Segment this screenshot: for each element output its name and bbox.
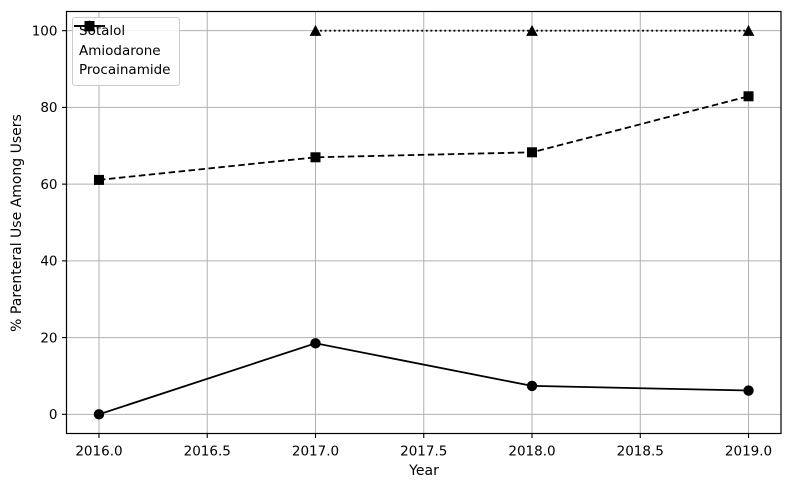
marker-amiodarone [310, 152, 321, 163]
marker-sotalol [93, 409, 105, 420]
x-tick-label: 2018.5 [617, 444, 664, 460]
series-line-amiodarone [98, 95, 749, 181]
x-tick-label: 2017.0 [292, 444, 339, 460]
marker-procainamide [742, 24, 755, 36]
y-tick-label: 40 [40, 254, 57, 270]
marker-amiodarone [527, 147, 538, 158]
x-tick-label: 2017.5 [400, 444, 447, 460]
y-tick-label: 100 [32, 23, 58, 39]
x-tick-label: 2018.0 [508, 444, 555, 460]
x-tick-label: 2016.5 [184, 444, 231, 460]
legend: Sotalol Amiodarone Procainamide [72, 17, 181, 86]
marker-sotalol [743, 385, 754, 396]
legend-sample-marker-procainamide [83, 20, 96, 32]
marker-amiodarone [93, 174, 104, 185]
legend-item-amiodarone: Amiodarone [74, 21, 170, 62]
y-tick-label: 20 [40, 330, 57, 346]
marker-amiodarone [743, 91, 754, 102]
y-tick-label: 0 [49, 407, 58, 423]
marker-sotalol [310, 338, 321, 349]
x-tick-label: 2019.0 [725, 444, 772, 460]
y-tick-label: 60 [40, 177, 57, 193]
y-tick-label: 80 [40, 100, 57, 116]
x-axis-label: Year [409, 463, 439, 479]
x-tick-label: 2016.0 [75, 444, 122, 460]
legend-dotted-line-triangle-icon [74, 20, 105, 32]
marker-procainamide [526, 24, 538, 36]
marker-procainamide [309, 24, 322, 36]
series-line-sotalol [98, 342, 749, 416]
legend-label: Amiodarone [79, 42, 161, 59]
legend-label: Procainamide [79, 62, 171, 78]
y-axis-label: % Parenteral Use Among Users [9, 114, 25, 332]
marker-sotalol [526, 380, 538, 392]
plot-frame [65, 10, 782, 435]
legend-item-procainamide: Procainamide [74, 20, 171, 81]
